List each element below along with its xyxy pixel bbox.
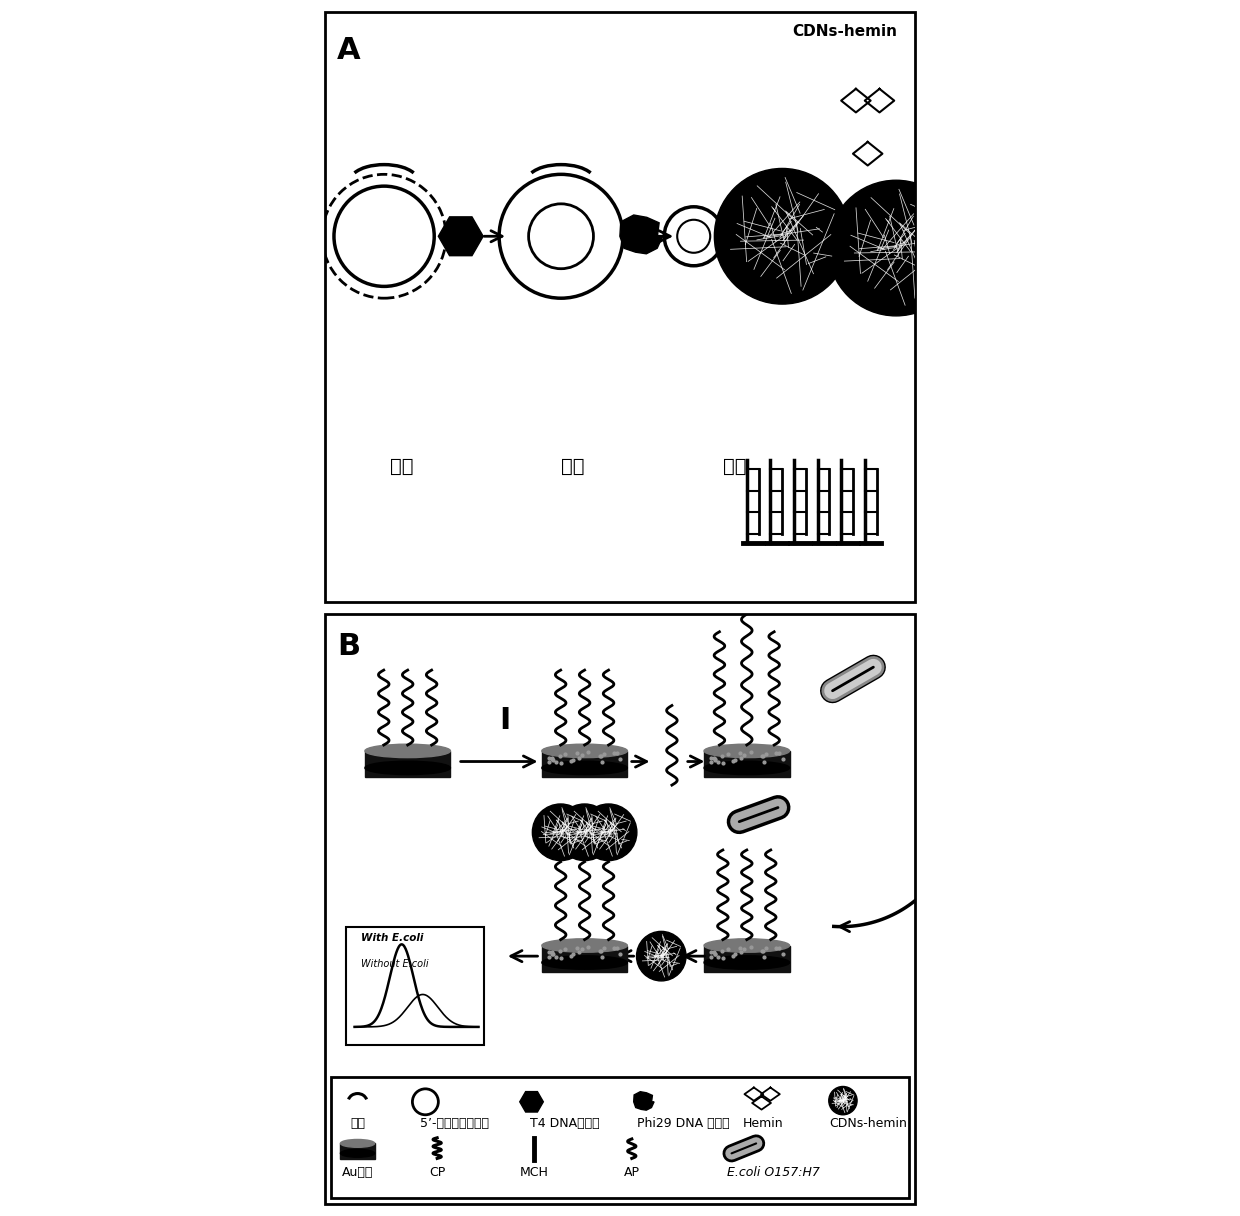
- Text: B: B: [337, 632, 360, 660]
- Bar: [542, 946, 627, 972]
- Bar: [346, 927, 485, 1045]
- Text: I: I: [500, 706, 511, 736]
- Bar: [704, 751, 790, 777]
- Polygon shape: [753, 1097, 771, 1109]
- Ellipse shape: [704, 939, 790, 952]
- Text: A: A: [337, 35, 361, 64]
- Text: CDNs-hemin: CDNs-hemin: [828, 1116, 906, 1130]
- Circle shape: [532, 804, 589, 861]
- Text: CDNs-hemin: CDNs-hemin: [792, 24, 898, 39]
- Text: Au电极: Au电极: [342, 1166, 373, 1180]
- Ellipse shape: [542, 761, 627, 775]
- Text: CP: CP: [429, 1166, 445, 1180]
- Text: E.coli O157:H7: E.coli O157:H7: [727, 1166, 820, 1180]
- Bar: [341, 1143, 374, 1159]
- Polygon shape: [620, 215, 662, 254]
- Polygon shape: [853, 142, 883, 165]
- Ellipse shape: [542, 744, 627, 758]
- Circle shape: [714, 169, 849, 304]
- Text: 扩增: 扩增: [723, 457, 746, 477]
- Circle shape: [636, 931, 686, 981]
- Text: Hemin: Hemin: [743, 1116, 784, 1130]
- Ellipse shape: [365, 761, 450, 775]
- Polygon shape: [520, 1092, 543, 1111]
- Text: Phi29 DNA 聚合酶: Phi29 DNA 聚合酶: [637, 1116, 729, 1130]
- Ellipse shape: [704, 956, 790, 969]
- Polygon shape: [864, 89, 894, 112]
- Bar: [542, 751, 627, 777]
- Text: 5’-磷酸化线性模板: 5’-磷酸化线性模板: [420, 1116, 490, 1130]
- Text: With E.coli: With E.coli: [361, 934, 423, 944]
- Ellipse shape: [704, 744, 790, 758]
- Polygon shape: [634, 1092, 653, 1110]
- Polygon shape: [744, 1087, 764, 1100]
- Text: AP: AP: [624, 1166, 640, 1180]
- Bar: [704, 946, 790, 972]
- Circle shape: [557, 804, 613, 861]
- Text: MCH: MCH: [520, 1166, 549, 1180]
- Ellipse shape: [542, 956, 627, 969]
- Circle shape: [828, 180, 963, 316]
- Ellipse shape: [542, 939, 627, 952]
- Ellipse shape: [341, 1149, 374, 1158]
- Ellipse shape: [365, 744, 450, 758]
- Polygon shape: [439, 216, 484, 255]
- Polygon shape: [761, 1087, 780, 1100]
- Bar: [365, 751, 450, 777]
- Bar: [331, 1077, 909, 1198]
- Polygon shape: [841, 89, 870, 112]
- Text: T4 DNA连接酶: T4 DNA连接酶: [531, 1116, 600, 1130]
- Ellipse shape: [341, 1139, 374, 1148]
- Text: 退火: 退火: [391, 457, 413, 477]
- Text: 连接: 连接: [560, 457, 584, 477]
- Text: Without E.coli: Without E.coli: [361, 958, 428, 969]
- Circle shape: [828, 1086, 857, 1115]
- Text: 引物: 引物: [350, 1116, 365, 1130]
- Ellipse shape: [704, 761, 790, 775]
- Circle shape: [580, 804, 637, 861]
